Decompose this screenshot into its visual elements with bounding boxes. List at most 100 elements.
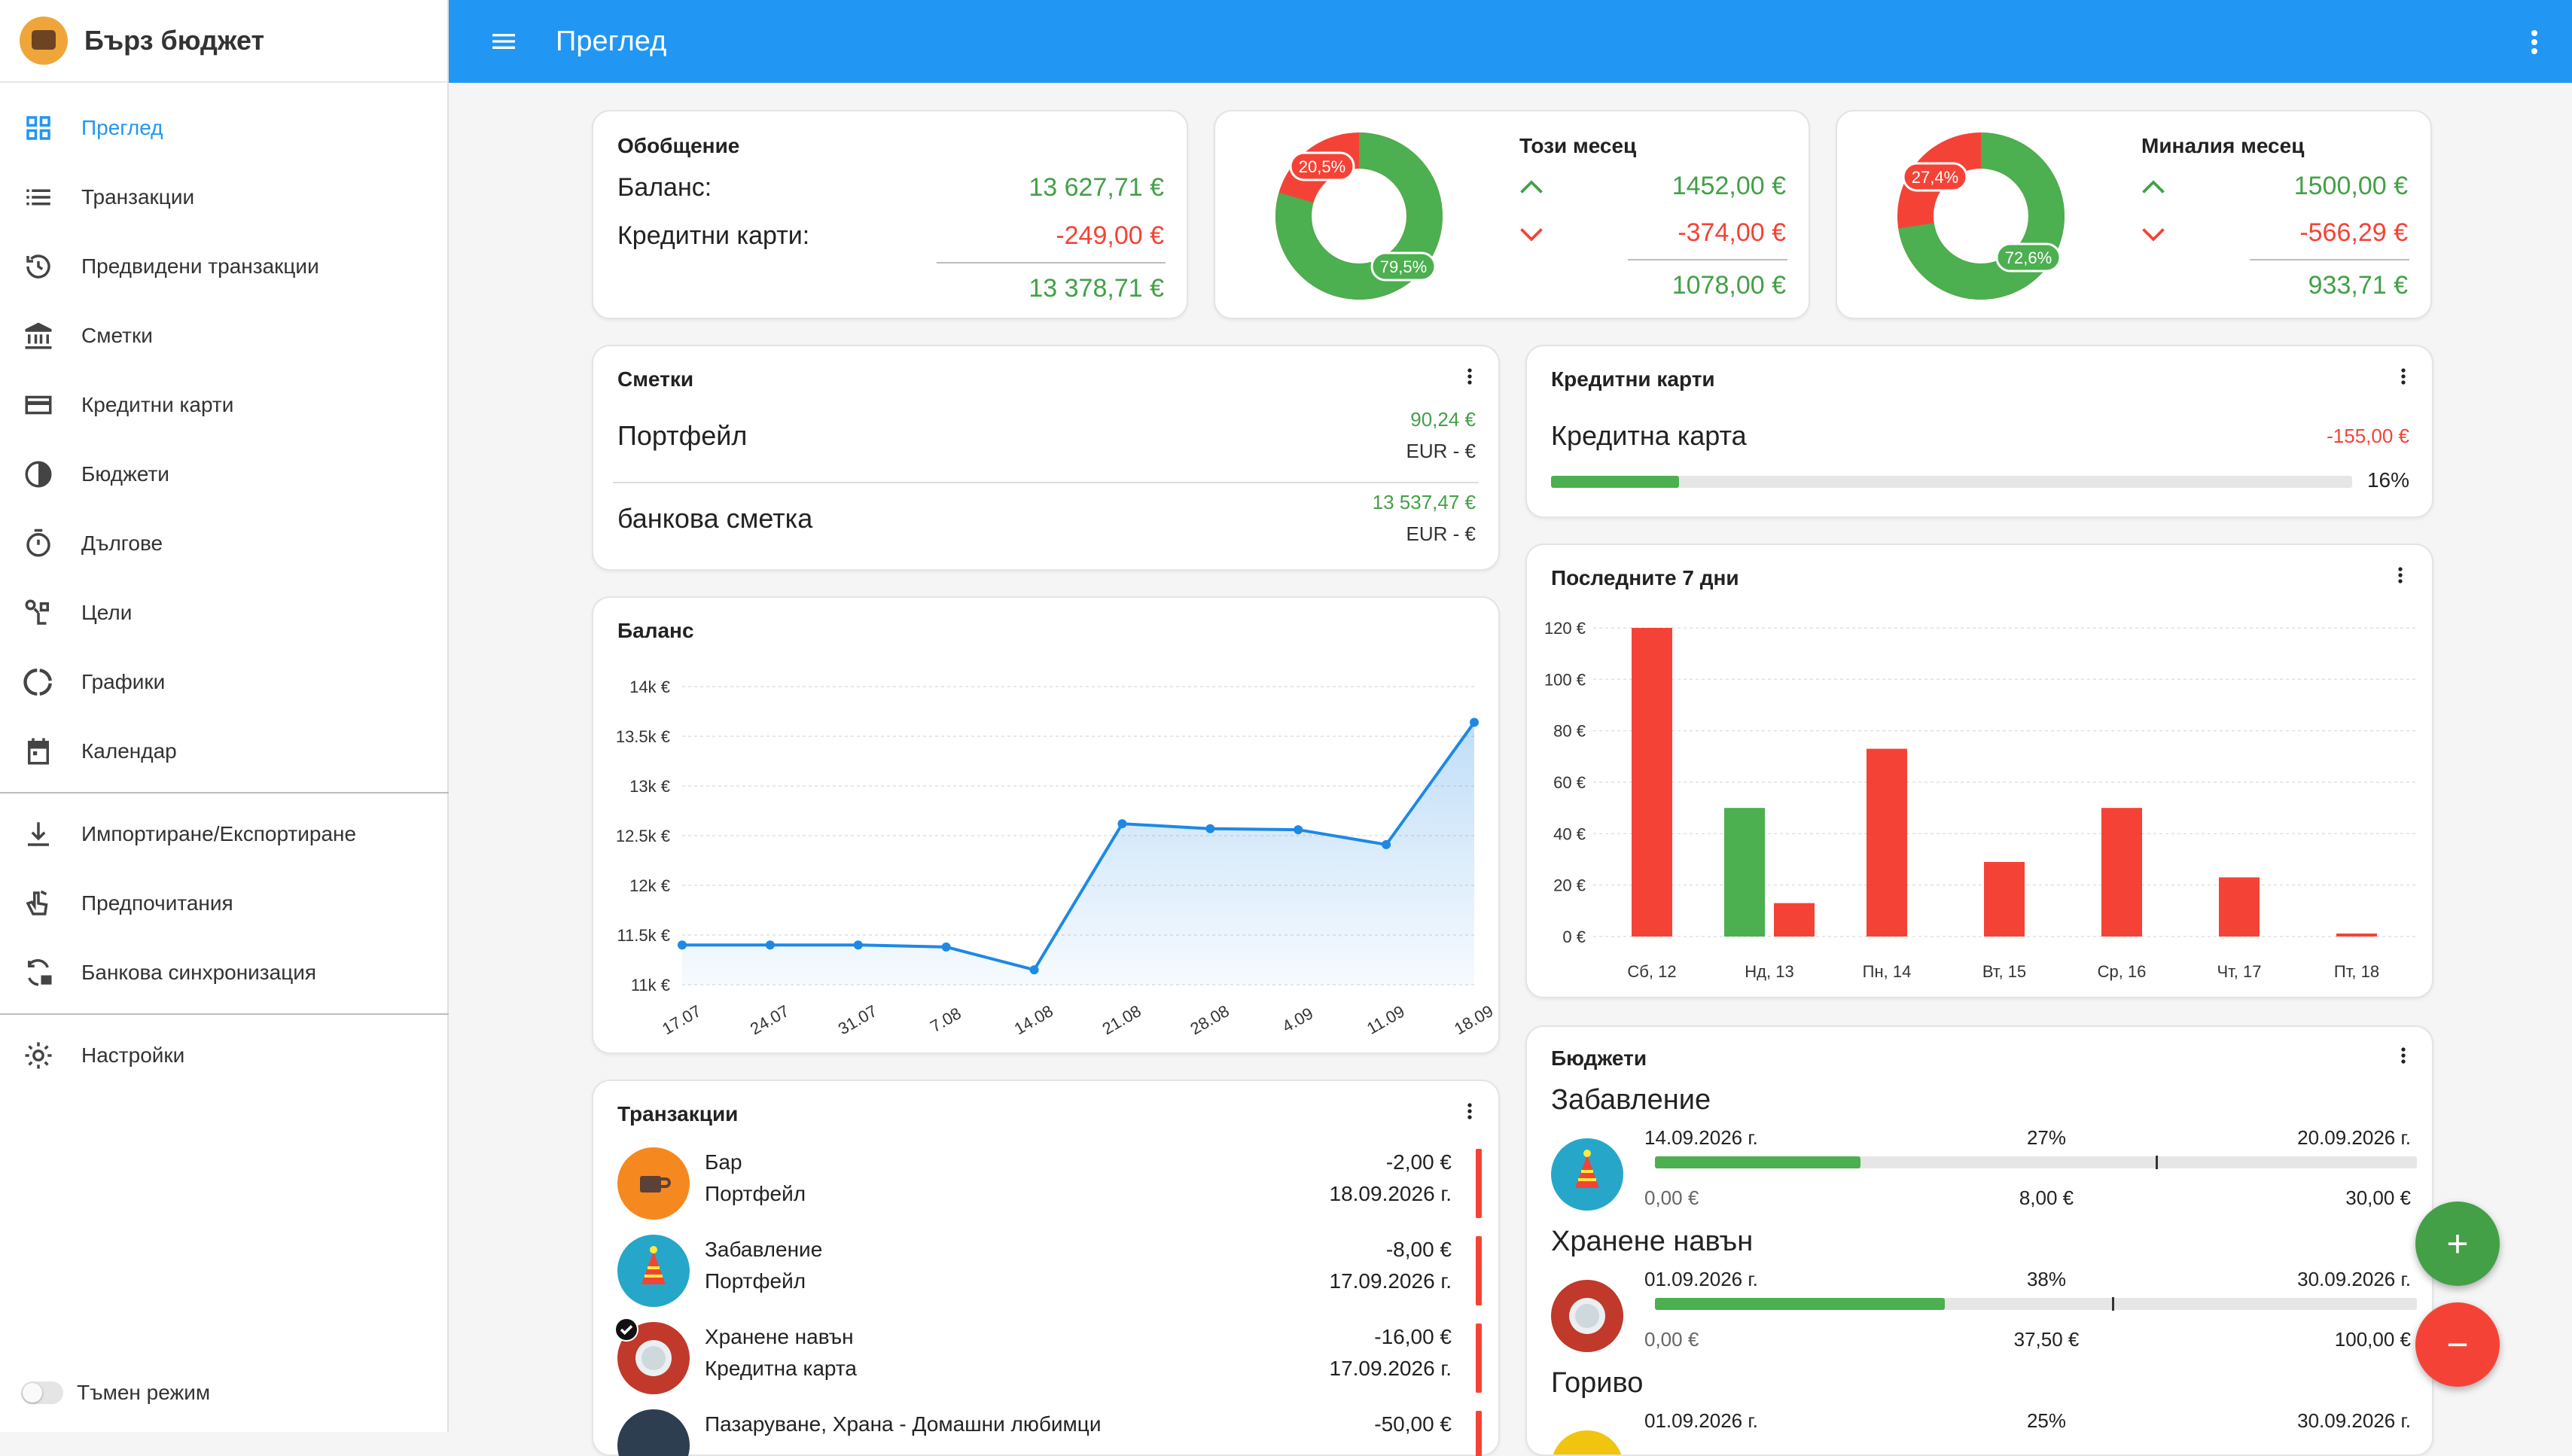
- coffee-icon: [617, 1147, 690, 1220]
- budget-progress-bar: [1655, 1297, 2417, 1311]
- transaction-category: Пазаруване, Храна - Домашни любимци: [705, 1412, 1102, 1436]
- budget-pct: 25%: [2026, 1409, 2067, 1432]
- budget-name: Забавление: [1551, 1084, 1711, 1116]
- add-expense-button[interactable]: −: [2415, 1302, 2500, 1387]
- check-icon: [614, 1317, 638, 1342]
- arrow-up-icon: [2142, 180, 2165, 193]
- last-month-donut: 27,4% 72,6%: [1897, 133, 2065, 300]
- account-name: банкова сметка: [617, 503, 813, 534]
- app-title: Бърз бюджет: [84, 25, 265, 56]
- more-vert-icon[interactable]: [2393, 560, 2408, 590]
- account-name: Портфейл: [617, 420, 748, 451]
- sidebar-item-bank-sync[interactable]: Банкова синхронизация: [0, 943, 447, 1003]
- budget-name: Хранене навън: [1551, 1226, 1754, 1257]
- credit-card-amount: -155,00 €: [2327, 425, 2409, 447]
- y-tick-label: 12.5k €: [616, 827, 670, 845]
- budgets-card: Бюджети Забавление 14.09.2026 г. 27% 20.…: [1525, 1025, 2433, 1456]
- more-vert-icon[interactable]: [1462, 361, 1477, 391]
- dark-mode-switch[interactable]: [21, 1381, 63, 1404]
- budget-spent: 8,00 €: [2019, 1186, 2074, 1209]
- sidebar-item-label: Цели: [81, 601, 133, 624]
- x-tick-label: Сб, 12: [1627, 962, 1676, 981]
- arrow-down-icon: [1520, 228, 1543, 242]
- sidebar-item-label: Транзакции: [81, 185, 195, 209]
- sidebar-item-label: Бюджети: [81, 462, 169, 486]
- transaction-row[interactable]: Хранене навън Кредитна карта -16,00 € 17…: [593, 1317, 1498, 1399]
- sidebar-item-label: Преглед: [81, 116, 163, 139]
- swipe-icon: [23, 888, 54, 919]
- sidebar-item-import-export[interactable]: Импортиране/Експортиране: [0, 804, 447, 864]
- sidebar-item-overview[interactable]: Преглед: [0, 98, 447, 158]
- transaction-amount: -16,00 €: [1374, 1325, 1452, 1348]
- sidebar-item-credit-cards[interactable]: Кредитни карти: [0, 375, 447, 435]
- transaction-amount: -2,00 €: [1385, 1150, 1452, 1174]
- y-tick-label: 0 €: [1562, 928, 1586, 946]
- sidebar-item-scheduled[interactable]: Предвидени транзакции: [0, 236, 447, 297]
- budget-min: 0,00 €: [1644, 1328, 1699, 1351]
- sidebar-item-transactions[interactable]: Транзакции: [0, 167, 447, 227]
- more-vert-icon[interactable]: [2396, 361, 2411, 391]
- sidebar-divider: [0, 1013, 449, 1015]
- budget-row[interactable]: Забавление 14.09.2026 г. 27% 20.09.2026 …: [1527, 1084, 2432, 1224]
- sidebar-item-label: Дългове: [81, 532, 163, 555]
- party-hat-icon: [617, 1235, 690, 1307]
- transaction-category: Хранене навън: [705, 1325, 854, 1348]
- hamburger-menu-icon[interactable]: [486, 24, 521, 59]
- this-month-net: 1078,00 €: [1671, 271, 1786, 300]
- sidebar-item-preferences[interactable]: Предпочитания: [0, 873, 447, 934]
- income-pct-pill: [1995, 242, 2062, 273]
- this-month-donut: 20,5% 79,5%: [1275, 133, 1443, 300]
- transaction-amount: -8,00 €: [1385, 1238, 1452, 1261]
- gear-icon: [23, 1040, 54, 1071]
- this-month-divider: [1628, 259, 1787, 260]
- budget-min: 0,00 €: [1644, 1186, 1699, 1209]
- transaction-amount: -50,00 €: [1374, 1412, 1452, 1436]
- budget-spent: 37,50 €: [2013, 1328, 2080, 1351]
- x-tick-label: 4.09: [1279, 1004, 1317, 1036]
- x-tick-label: 17.07: [659, 1001, 704, 1038]
- y-tick-label: 60 €: [1553, 773, 1586, 792]
- x-tick-label: 18.09: [1451, 1001, 1496, 1038]
- transaction-row[interactable]: Забавление Портфейл -8,00 € 17.09.2026 г…: [593, 1230, 1498, 1311]
- dashboard-icon: [23, 112, 54, 144]
- expense-bar: [1984, 861, 2025, 937]
- y-tick-label: 20 €: [1553, 876, 1586, 895]
- transaction-account: Кредитна карта: [705, 1357, 857, 1380]
- sidebar-item-debts[interactable]: Дългове: [0, 513, 447, 574]
- budget-row[interactable]: Хранене навън 01.09.2026 г. 38% 30.09.20…: [1527, 1226, 2432, 1366]
- accounts-divider: [613, 482, 1479, 483]
- transaction-row[interactable]: Пазаруване, Храна - Домашни любимци -50,…: [593, 1405, 1498, 1456]
- balance-card: Баланс 11k € 11.5k € 12k € 12.5k € 13k € 13.5…: [592, 596, 1500, 1054]
- sidebar-item-accounts[interactable]: Сметки: [0, 306, 447, 366]
- sidebar-item-goals[interactable]: Цели: [0, 583, 447, 643]
- party-hat-icon: [1551, 1138, 1623, 1211]
- sidebar-item-settings[interactable]: Настройки: [0, 1025, 447, 1086]
- donut-income-segment: [1275, 133, 1443, 300]
- y-tick-label: 40 €: [1553, 824, 1586, 843]
- transaction-category: Бар: [705, 1150, 742, 1174]
- more-vert-icon[interactable]: [1462, 1096, 1477, 1126]
- last7-card: Последните 7 дни 0 € 20 € 40 € 60 € 80 € 100 …: [1525, 544, 2433, 998]
- credit-card-name: Кредитна карта: [1551, 420, 1747, 451]
- account-row[interactable]: Портфейл 90,24 € EUR - €: [593, 401, 1498, 479]
- timer-icon: [23, 528, 54, 559]
- budget-row[interactable]: Гориво 01.09.2026 г. 25% 30.09.2026 г.: [1527, 1367, 2432, 1454]
- expense-bar: [1774, 903, 1815, 937]
- credit-card-pct: 16%: [2366, 468, 2409, 492]
- sidebar-item-calendar[interactable]: Календар: [0, 721, 447, 781]
- transaction-row[interactable]: Бар Портфейл -2,00 € 18.09.2026 г.: [593, 1143, 1498, 1224]
- last-month-title: Миналия месец: [2141, 134, 2305, 157]
- more-vert-icon[interactable]: [2527, 27, 2542, 57]
- add-income-button[interactable]: +: [2415, 1202, 2500, 1286]
- sidebar-item-budgets[interactable]: Бюджети: [0, 444, 447, 504]
- y-tick-label: 11.5k €: [617, 926, 670, 945]
- accounts-card: Сметки Портфейл 90,24 € EUR - € банкова …: [592, 345, 1500, 571]
- dark-mode-toggle[interactable]: Тъмен режим: [21, 1381, 210, 1405]
- balance-point: [941, 942, 951, 952]
- transactions-card: Транзакции Бар Портфейл -2,00 € 18.09.20…: [592, 1080, 1500, 1456]
- account-row[interactable]: банкова сметка 13 537,47 € EUR - €: [593, 483, 1498, 562]
- wallet-logo-icon: [20, 17, 68, 65]
- more-vert-icon[interactable]: [2396, 1040, 2411, 1071]
- last-month-expense: -566,29 €: [2299, 218, 2408, 247]
- sidebar-item-charts[interactable]: Графики: [0, 652, 447, 712]
